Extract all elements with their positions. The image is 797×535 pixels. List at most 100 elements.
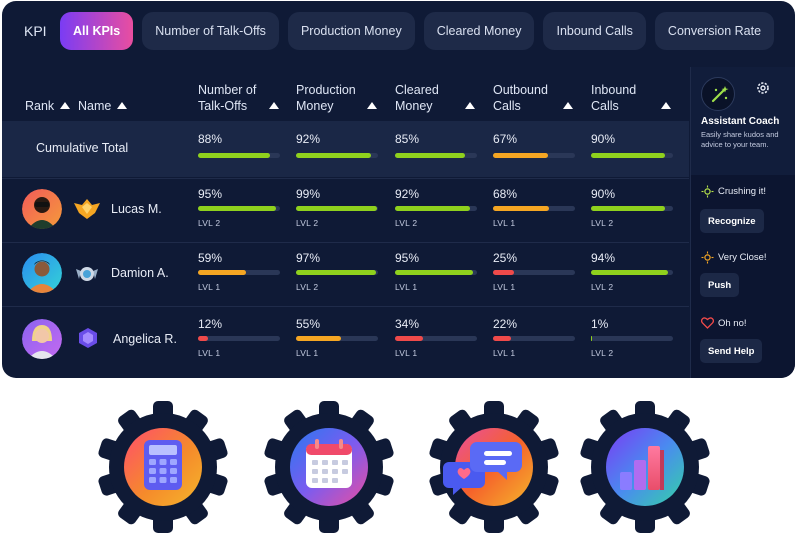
tab-cleared-money[interactable]: Cleared Money [423, 12, 535, 50]
sort-asc-icon[interactable] [117, 102, 128, 109]
production-percent: 92% [296, 132, 321, 146]
avatar [22, 253, 62, 293]
talkoffs-level: LVL 2 [198, 218, 221, 228]
cleared-progress-fill [395, 153, 465, 158]
sort-asc-icon[interactable] [269, 102, 279, 109]
column-header-cleared-line1: Cleared [395, 83, 439, 97]
cleared-progress-bar [395, 206, 477, 211]
tab-conversion-rate[interactable]: Conversion Rate [654, 12, 775, 50]
column-header-name[interactable]: Name [78, 98, 128, 114]
inbound-percent: 1% [591, 317, 609, 331]
cleared-progress-bar [395, 336, 477, 341]
outbound-percent: 22% [493, 317, 518, 331]
outbound-level: LVL 1 [493, 218, 516, 228]
production-level: LVL 2 [296, 218, 319, 228]
column-header-inbound-line1: Inbound [591, 83, 637, 97]
outbound-progress-bar [493, 206, 575, 211]
heart-icon [701, 317, 714, 329]
coach-status-crushing: Crushing it! [701, 185, 766, 198]
magic-wand-icon [701, 77, 735, 111]
sort-asc-icon[interactable] [661, 102, 671, 109]
outbound-progress-bar [493, 336, 575, 341]
outbound-progress-bar [493, 270, 575, 275]
production-progress-bar [296, 336, 378, 341]
sort-asc-icon[interactable] [367, 102, 377, 109]
column-header-outbound[interactable]: Outbound Calls [493, 82, 548, 114]
production-percent: 97% [296, 251, 321, 265]
kpi-tabs: All KPIs Number of Talk-Offs Production … [60, 12, 775, 50]
talkoffs-progress-fill [198, 206, 276, 211]
cleared-progress-fill [395, 206, 471, 211]
sort-asc-icon[interactable] [563, 102, 573, 109]
sort-asc-icon[interactable] [465, 102, 475, 109]
kpi-dashboard-panel: KPI All KPIs Number of Talk-Offs Product… [2, 1, 795, 378]
calendar-gear-icon [262, 400, 396, 534]
cleared-level: LVL 1 [395, 348, 418, 358]
recognize-button[interactable]: Recognize [700, 209, 764, 233]
cleared-percent: 85% [395, 132, 420, 146]
tab-all-kpis[interactable]: All KPIs [60, 12, 134, 50]
cleared-percent: 34% [395, 317, 420, 331]
inbound-progress-fill [591, 336, 592, 341]
talkoffs-progress-bar [198, 206, 280, 211]
tab-number-of-talk-offs[interactable]: Number of Talk-Offs [142, 12, 279, 50]
agent-name: Lucas M. [111, 202, 162, 216]
column-header-inbound-line2: Calls [591, 99, 619, 113]
production-progress-fill [296, 153, 372, 158]
production-progress-bar [296, 206, 378, 211]
column-header-rank-label: Rank [25, 99, 55, 113]
column-header-outbound-line2: Calls [493, 99, 521, 113]
avatar [22, 319, 62, 359]
inbound-percent: 94% [591, 251, 616, 265]
rank-badge-icon [76, 326, 104, 354]
column-header-production-line1: Production [296, 83, 356, 97]
table-header-row: Rank Name Number of Talk-Offs Production… [2, 69, 689, 119]
column-header-rank[interactable]: Rank [25, 98, 71, 114]
table-row[interactable]: Angelica R. 12% LVL 1 55% LVL 1 34% LVL 1 22% L… [2, 306, 689, 370]
inbound-level: LVL 2 [591, 282, 614, 292]
tab-production-money[interactable]: Production Money [287, 12, 415, 50]
kpi-label: KPI [24, 23, 47, 39]
production-progress-bar [296, 270, 378, 275]
outbound-percent: 67% [493, 132, 518, 146]
production-progress-fill [296, 270, 376, 275]
settings-gear-icon[interactable] [755, 80, 771, 96]
cleared-percent: 92% [395, 187, 420, 201]
outbound-level: LVL 1 [493, 348, 516, 358]
talkoffs-percent: 59% [198, 251, 223, 265]
talkoffs-progress-bar [198, 336, 280, 341]
column-header-production[interactable]: Production Money [296, 82, 356, 114]
kpi-tab-bar: KPI All KPIs Number of Talk-Offs Product… [2, 1, 795, 63]
agent-name: Angelica R. [113, 332, 177, 346]
coach-status-label: Crushing it! [718, 186, 767, 197]
column-header-cleared[interactable]: Cleared Money [395, 82, 439, 114]
talkoffs-level: LVL 1 [198, 348, 221, 358]
column-header-talkoffs-line2: Talk-Offs [198, 99, 248, 113]
column-header-outbound-line1: Outbound [493, 83, 548, 97]
inbound-level: LVL 2 [591, 348, 614, 358]
calculator-icon [98, 401, 228, 533]
outbound-progress-fill [493, 270, 514, 275]
sort-asc-icon[interactable] [60, 102, 71, 109]
table-row[interactable]: Lucas M. 95% LVL 2 99% LVL 2 92% LVL 2 68% LVL … [2, 178, 689, 242]
production-level: LVL 1 [296, 348, 319, 358]
push-button[interactable]: Push [700, 273, 740, 297]
column-header-talkoffs-line1: Number of [198, 83, 257, 97]
outbound-percent: 68% [493, 187, 518, 201]
table-row[interactable]: Damion A. 59% LVL 1 97% LVL 2 95% LVL 1 25% LVL… [2, 242, 689, 306]
coach-status-very-close: Very Close! [701, 251, 767, 264]
cleared-progress-fill [395, 270, 473, 275]
avatar [22, 189, 62, 229]
send-help-button[interactable]: Send Help [700, 339, 763, 363]
column-header-inbound[interactable]: Inbound Calls [591, 82, 636, 114]
inbound-progress-bar [591, 270, 673, 275]
talkoffs-progress-fill [198, 270, 247, 275]
talkoffs-percent: 95% [198, 187, 223, 201]
rank-badge-icon [73, 195, 101, 223]
column-header-talkoffs[interactable]: Number of Talk-Offs [198, 82, 256, 114]
tab-inbound-calls[interactable]: Inbound Calls [543, 12, 646, 50]
coach-status-label: Oh no! [718, 317, 747, 329]
talkoffs-progress-fill [198, 153, 271, 158]
outbound-level: LVL 1 [493, 282, 516, 292]
chat-gear-icon [427, 400, 561, 534]
